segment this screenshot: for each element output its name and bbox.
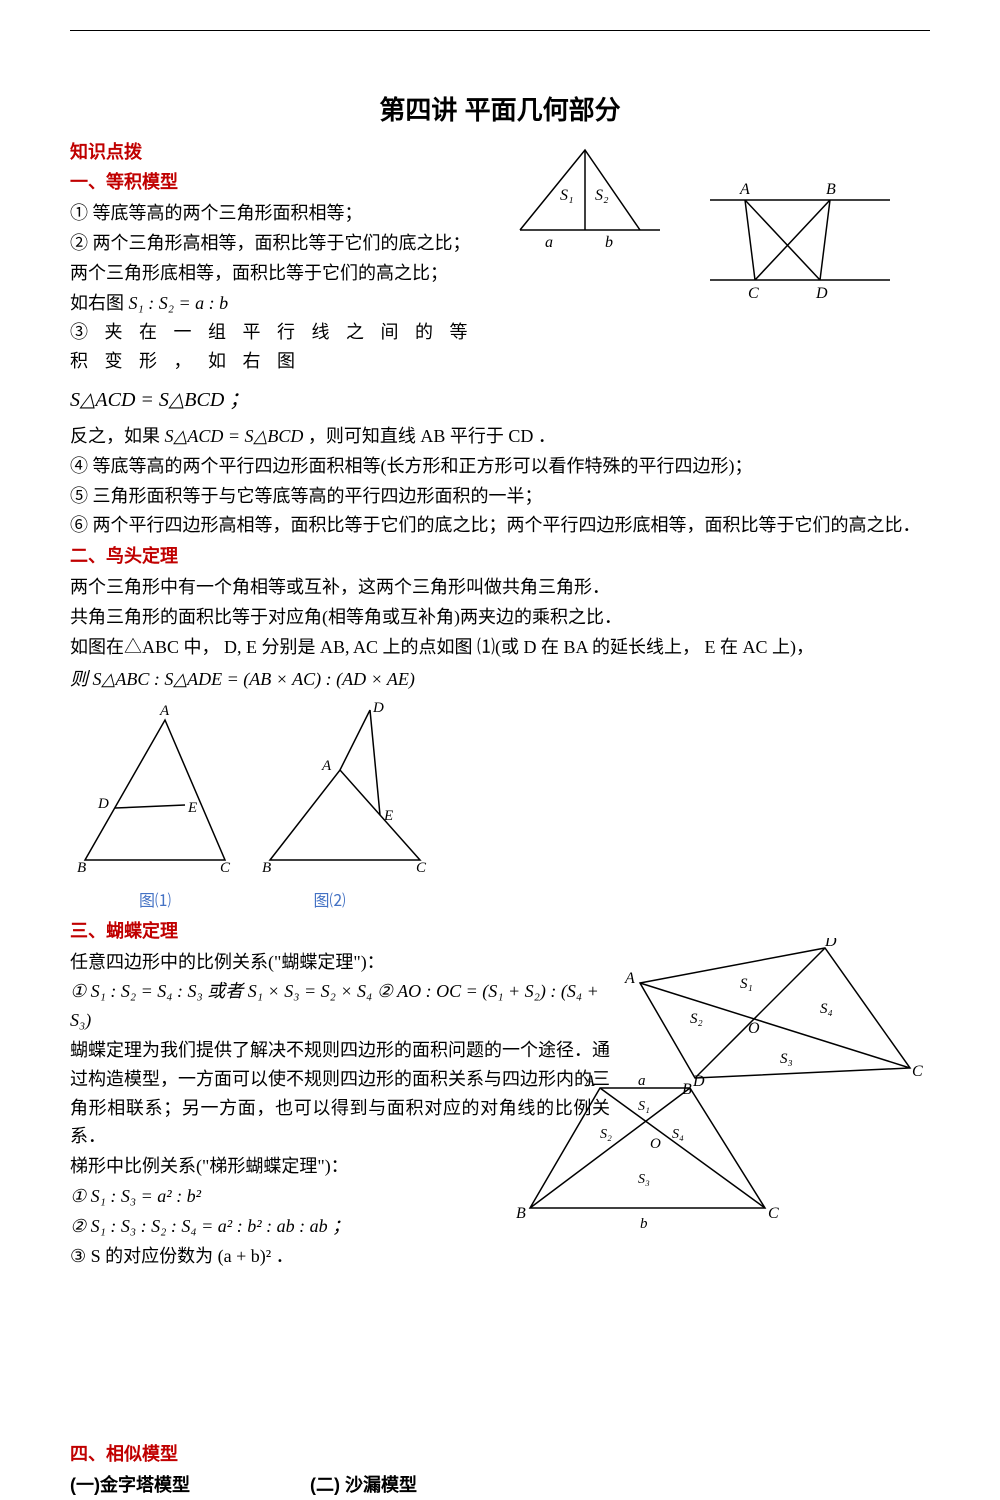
sec4-col2: (二) 沙漏模型 — [310, 1471, 417, 1500]
heading-sec2: 二、鸟头定理 — [70, 542, 930, 571]
label-S2: S₂ — [595, 187, 609, 204]
svg-text:S₂: S₂ — [690, 1011, 703, 1027]
svg-parallel-lines: A B C D — [700, 180, 900, 300]
svg-text:E: E — [187, 800, 197, 816]
caption-2: 图⑵ — [245, 889, 415, 915]
sec1-l4-prefix: 如右图 — [70, 293, 129, 313]
lesson-title: 第四讲 平面几何部分 — [70, 90, 930, 132]
label-C: C — [748, 285, 759, 300]
sec1-l7a: 反之，如果 — [70, 426, 165, 446]
sec1-l4-formula: S₁ : S₂ = a : b — [129, 293, 229, 313]
sec1-l7: 反之，如果 S△ACD = S△BCD ，则可知直线 AB 平行于 CD ． — [70, 422, 930, 451]
heading-sec4: 四、相似模型 — [70, 1440, 930, 1469]
svg-text:D: D — [372, 700, 384, 716]
svg-text:a: a — [638, 1073, 646, 1089]
svg-text:S₃: S₃ — [780, 1051, 793, 1067]
svg-text:C: C — [416, 860, 427, 875]
svg-text:O: O — [748, 1020, 760, 1037]
svg-text:C: C — [768, 1205, 779, 1222]
sec1-l8: ④ 等底等高的两个平行四边形面积相等(长方形和正方形可以看作特殊的平行四边形)； — [70, 452, 930, 481]
sec3-l2: ① S₁ : S₂ = S₄ : S₃ 或者 S₁ × S₃ = S₂ × S₄… — [70, 977, 610, 1035]
svg-text:C: C — [912, 1063, 923, 1080]
svg-text:D: D — [97, 796, 109, 812]
figure-butterfly-trap: A D B C O S₁ S₂ S₃ S₄ a b — [500, 1073, 800, 1252]
sec4-cols: (一)金字塔模型 (二) 沙漏模型 — [70, 1471, 930, 1500]
sec3-wrap: A D C B O S₁ S₂ S₃ S₄ A D B C O — [70, 948, 930, 1271]
svg-text:D: D — [692, 1073, 705, 1090]
svg-text:b: b — [640, 1216, 648, 1232]
sec1-l7c: ，则可知直线 AB 平行于 CD ． — [303, 426, 556, 446]
label-S1: S₁ — [560, 187, 574, 204]
figure-parallel-lines: A B C D — [700, 180, 900, 309]
label-D: D — [815, 285, 828, 300]
sec1-l5: ③ 夹 在 一 组 平 行 线 之 间 的 等 积 变 形 ， 如 右 图 — [70, 318, 500, 376]
sec2-l3: 如图在△ABC 中， D, E 分别是 AB, AC 上的点如图 ⑴(或 D 在… — [70, 633, 930, 662]
sec2-l1: 两个三角形中有一个角相等或互补，这两个三角形叫做共角三角形． — [70, 573, 930, 602]
svg-equal-area-tri: S₁ S₂ a b — [510, 145, 670, 255]
svg-text:S₄: S₄ — [672, 1127, 684, 1142]
label-B: B — [826, 181, 836, 198]
svg-text:S₄: S₄ — [820, 1001, 833, 1017]
sec2-l2: 共角三角形的面积比等于对应角(相等角或互补角)两夹边的乘积之比． — [70, 603, 930, 632]
svg-text:O: O — [650, 1136, 661, 1152]
figure-pair-sec2: A B C D E A B C D E 图⑴ 图⑵ — [70, 700, 930, 915]
svg-bird-head: A B C D E A B C D E — [70, 700, 430, 875]
label-A: A — [739, 181, 750, 198]
sec1-l9: ⑤ 三角形面积等于与它等底等高的平行四边形面积的一半； — [70, 482, 930, 511]
sec4-col1: (一)金字塔模型 — [70, 1471, 190, 1500]
sec4: 四、相似模型 (一)金字塔模型 (二) 沙漏模型 — [70, 1440, 930, 1500]
svg-text:B: B — [262, 860, 271, 875]
svg-text:A: A — [159, 703, 170, 719]
svg-text:A: A — [624, 970, 635, 987]
sec1-l10: ⑥ 两个平行四边形高相等，面积比等于它们的底之比；两个平行四边形底相等，面积比等… — [70, 511, 930, 540]
svg-text:C: C — [220, 860, 231, 875]
sec3-l1: 任意四边形中的比例关系("蝴蝶定理")： — [70, 948, 610, 977]
svg-text:E: E — [383, 808, 393, 824]
sec1-l6: S△ACD = S△BCD ； — [70, 384, 930, 416]
svg-text:S₂: S₂ — [600, 1127, 612, 1142]
page: 第四讲 平面几何部分 知识点拨 一、等积模型 S₁ S₂ a b A B C D — [0, 0, 1000, 1415]
svg-text:S₁: S₁ — [740, 976, 753, 992]
figure-equal-area-tri: S₁ S₂ a b — [510, 145, 670, 264]
label-a: a — [545, 234, 553, 251]
caption-1: 图⑴ — [70, 889, 240, 915]
sec2-l4: 则 S△ABC : S△ADE = (AB × AC) : (AD × AE) — [70, 665, 930, 694]
svg-text:S₃: S₃ — [638, 1172, 650, 1187]
svg-text:B: B — [77, 860, 86, 875]
svg-text:S₁: S₁ — [638, 1099, 650, 1114]
svg-text:A: A — [321, 758, 332, 774]
svg-text:B: B — [516, 1205, 526, 1222]
heading-knowledge: 知识点拨 — [70, 138, 930, 167]
caption-row: 图⑴ 图⑵ — [70, 886, 930, 915]
svg-text:D: D — [824, 938, 837, 950]
top-rule — [70, 30, 930, 31]
sec1-l7b: S△ACD = S△BCD — [165, 426, 304, 446]
svg-butterfly-trap: A D B C O S₁ S₂ S₃ S₄ a b — [500, 1073, 800, 1243]
label-b: b — [605, 234, 613, 251]
svg-text:A: A — [584, 1073, 595, 1090]
